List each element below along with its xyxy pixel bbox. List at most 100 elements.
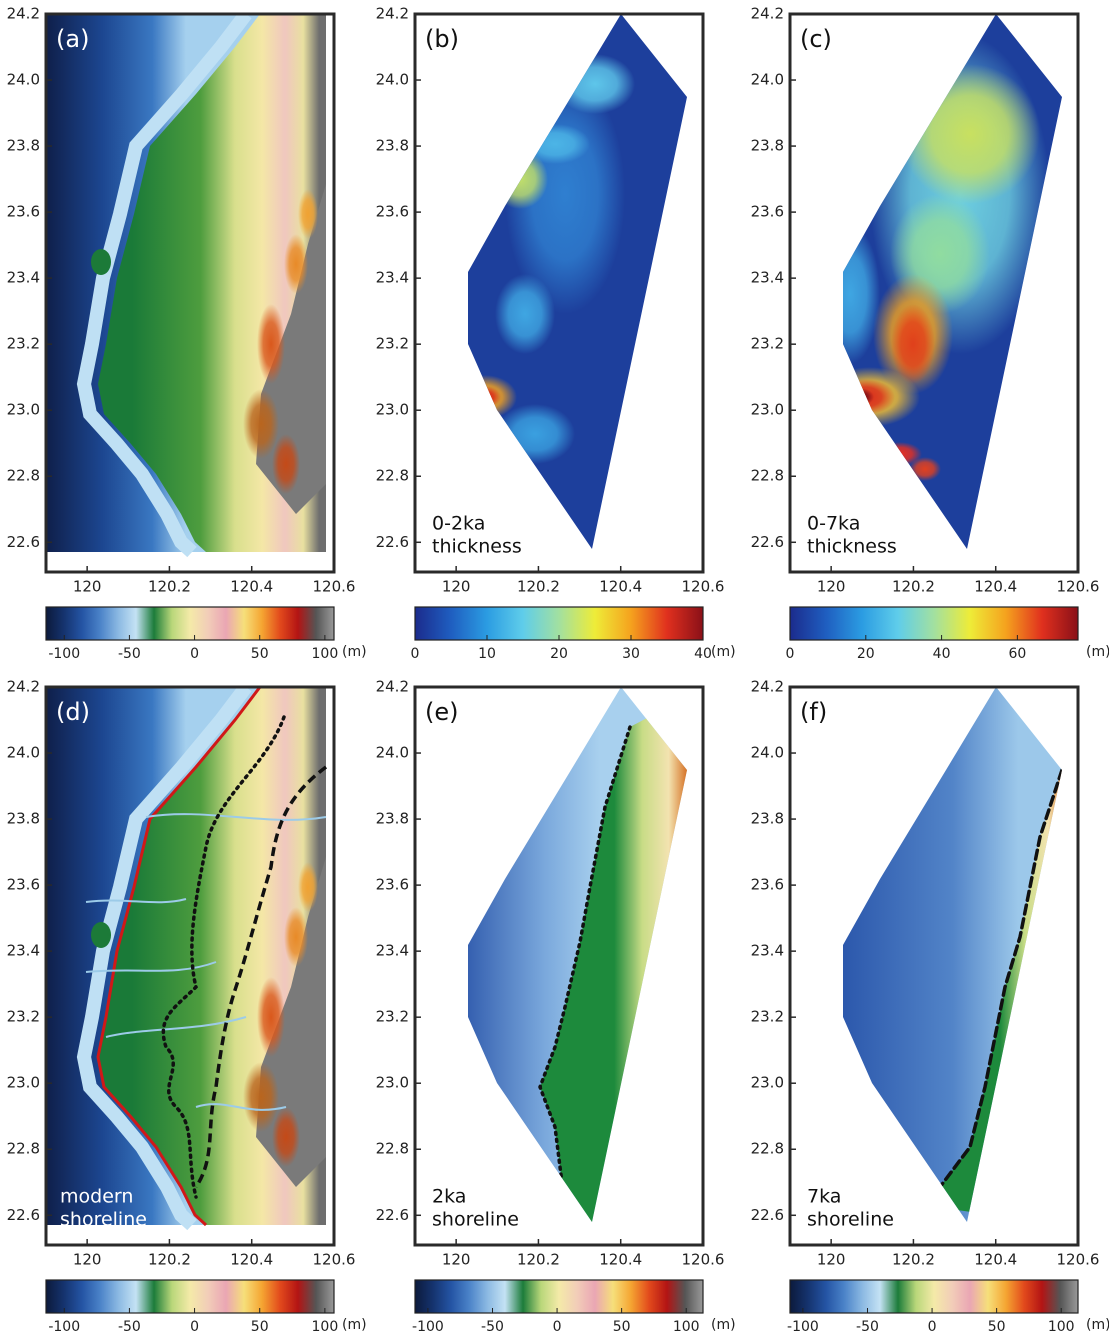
x-tick-label: 120 — [73, 1251, 102, 1269]
colorbar-ramp — [46, 607, 334, 640]
relief — [298, 862, 318, 912]
y-tick-label: 22.8 — [7, 467, 40, 485]
x-tick-label: 120 — [817, 578, 846, 596]
colorbar-tick-label: 0 — [190, 1319, 199, 1335]
thickness-field — [820, 224, 880, 364]
colorbar-tick-label: -100 — [412, 1319, 444, 1335]
y-tick-label: 23.2 — [376, 1008, 409, 1026]
colorbar-ramp — [790, 1280, 1078, 1313]
x-tick-label: 120.6 — [682, 578, 725, 596]
y-tick-label: 23.2 — [376, 335, 409, 353]
y-tick-label: 24.2 — [376, 5, 409, 23]
x-tick-label: 120.2 — [892, 1251, 935, 1269]
x-tick-label: 120.4 — [230, 578, 273, 596]
y-tick-label: 23.0 — [751, 401, 784, 419]
x-tick-label: 120.4 — [974, 578, 1017, 596]
colorbar-tick-label: 100 — [312, 646, 339, 662]
panel-label: (c) — [800, 25, 832, 53]
y-tick-label: 22.8 — [376, 467, 409, 485]
y-tick-label: 23.4 — [751, 942, 784, 960]
colorbar-tick-label: 60 — [1008, 646, 1026, 662]
map-panel: 120120.2120.4120.622.622.823.023.223.423… — [751, 5, 1109, 663]
y-tick-label: 23.6 — [751, 203, 784, 221]
panel-label: (b) — [425, 25, 459, 53]
relief — [243, 389, 279, 459]
thickness-field — [835, 379, 895, 415]
x-tick-label: 120.4 — [599, 1251, 642, 1269]
y-tick-label: 23.4 — [7, 269, 40, 287]
figure: 120 120.2 120.4 120.6 22.6 22.8 23.0 23.2 23.4 23… — [0, 0, 1109, 1340]
panel-label: (d) — [56, 698, 90, 726]
map-content — [820, 14, 1062, 549]
colorbar-tick-label: 20 — [550, 646, 568, 662]
colorbar-tick-label: -100 — [48, 1319, 80, 1335]
y-tick-label: 23.8 — [7, 810, 40, 828]
colorbar-ramp — [46, 1280, 334, 1313]
colorbar-tick-label: -100 — [787, 1319, 819, 1335]
thickness-field — [520, 124, 590, 164]
colorbar-tick-label: -50 — [856, 1319, 879, 1335]
panel-annotation: modern — [60, 1186, 133, 1208]
y-tick-label: 24.2 — [751, 678, 784, 696]
y-tick-label: 23.6 — [751, 876, 784, 894]
panel-annotation: 2ka — [432, 1186, 466, 1208]
relief — [243, 1062, 279, 1132]
colorbar-tick-label: 50 — [988, 1319, 1006, 1335]
colorbar-tick-label: 0 — [411, 646, 420, 662]
y-tick-label: 24.2 — [7, 5, 40, 23]
relief — [257, 304, 285, 384]
x-tick-label: 120.6 — [682, 1251, 725, 1269]
y-tick-label: 22.8 — [376, 1140, 409, 1158]
colorbar-tick-label: 10 — [478, 646, 496, 662]
x-tick-label: 120.2 — [148, 1251, 191, 1269]
y-tick-label: 24.0 — [751, 744, 784, 762]
map-content — [843, 687, 1080, 1227]
thickness-field — [846, 388, 874, 406]
thickness-field — [909, 457, 941, 481]
y-tick-label: 23.6 — [376, 203, 409, 221]
y-tick-label: 23.0 — [7, 1074, 40, 1092]
y-tick-label: 24.2 — [751, 5, 784, 23]
y-tick-label: 23.6 — [376, 876, 409, 894]
colorbar-unit: (m) — [342, 644, 367, 660]
map-content — [46, 14, 326, 552]
colorbar-unit: (m) — [711, 644, 736, 660]
colorbar-tick-label: 100 — [1048, 1319, 1075, 1335]
y-tick-label: 22.6 — [7, 533, 40, 551]
colorbar-tick-label: -50 — [481, 1319, 504, 1335]
relief — [272, 1107, 300, 1167]
x-tick-label: 120.2 — [517, 578, 560, 596]
panel-annotation: 0-2ka — [432, 513, 485, 535]
y-tick-label: 23.0 — [7, 401, 40, 419]
x-tick-label: 120.6 — [313, 578, 356, 596]
x-tick-label: 120.6 — [1057, 1251, 1100, 1269]
y-tick-label: 24.0 — [376, 71, 409, 89]
panel-annotation: 7ka — [807, 1186, 841, 1208]
colorbar-tick-label: -50 — [118, 1319, 141, 1335]
x-tick-label: 120.6 — [313, 1251, 356, 1269]
panel-annotation: 0-7ka — [807, 513, 860, 535]
y-tick-label: 23.2 — [751, 1008, 784, 1026]
colorbar-tick-label: 0 — [786, 646, 795, 662]
panel-annotation: shoreline — [432, 1209, 519, 1231]
colorbar: 0204060(m) — [786, 607, 1109, 662]
thickness-field — [495, 274, 555, 354]
panel-label: (a) — [56, 25, 89, 53]
island — [91, 922, 111, 948]
colorbar-tick-label: 0 — [190, 646, 199, 662]
y-tick-label: 24.0 — [7, 744, 40, 762]
y-tick-label: 22.6 — [376, 1206, 409, 1224]
colorbar-tick-label: 0 — [928, 1319, 937, 1335]
y-tick-label: 23.4 — [376, 269, 409, 287]
panel-label: (e) — [425, 698, 459, 726]
y-tick-label: 23.6 — [7, 876, 40, 894]
colorbar-tick-label: 50 — [251, 1319, 269, 1335]
y-tick-label: 23.4 — [751, 269, 784, 287]
y-tick-label: 23.8 — [751, 137, 784, 155]
colorbar: -100-50050100(m) — [46, 1280, 367, 1335]
y-tick-label: 23.8 — [376, 810, 409, 828]
map-content — [468, 687, 705, 1227]
